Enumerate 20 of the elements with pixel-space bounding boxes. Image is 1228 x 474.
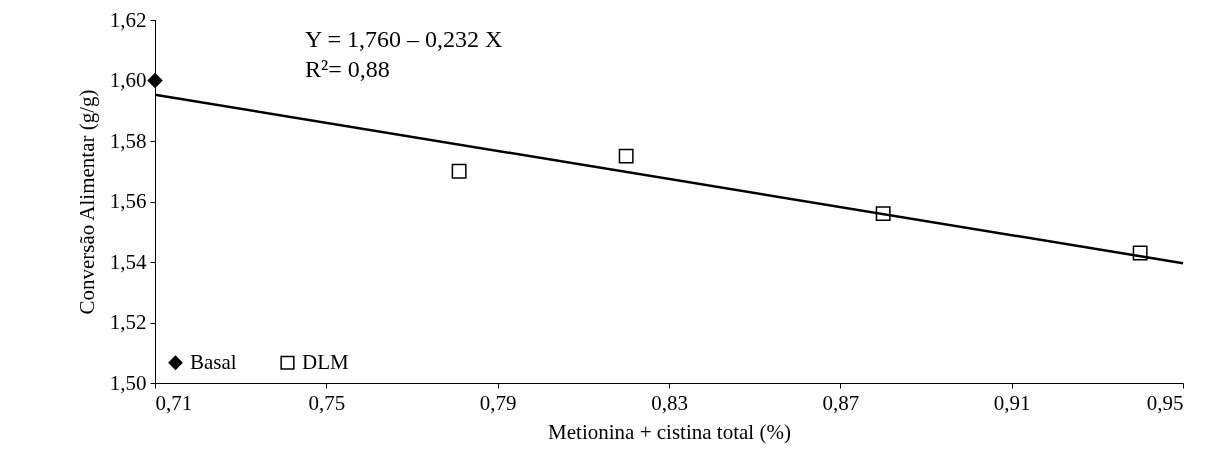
- annotation: R²= 0,88: [305, 56, 390, 82]
- y-tick-label: 1,56: [109, 189, 147, 213]
- x-tick-label: 0,79: [479, 390, 517, 415]
- legend-label: Basal: [190, 349, 237, 374]
- x-axis-title: Metionina + cistina total (%): [548, 419, 791, 444]
- y-tick-label: 1,60: [109, 68, 147, 92]
- legend-label: DLM: [302, 349, 349, 374]
- y-axis-title: Conversão Alimentar (g/g): [74, 89, 99, 315]
- x-tick-label: 0,95: [1146, 390, 1184, 415]
- x-tick-label: 0,91: [993, 390, 1031, 415]
- y-tick-label: 1,52: [109, 310, 147, 334]
- x-tick-label: 0,75: [308, 390, 346, 415]
- y-tick-label: 1,62: [109, 7, 147, 32]
- y-tick-label: 1,54: [109, 249, 147, 274]
- x-tick-label: 0,87: [822, 390, 860, 415]
- x-tick-label: 0,71: [155, 390, 193, 415]
- annotation: Y = 1,760 – 0,232 X: [305, 26, 503, 52]
- y-tick-label: 1,50: [109, 370, 147, 395]
- y-tick-label: 1,58: [109, 128, 147, 153]
- x-tick-label: 0,83: [651, 390, 688, 415]
